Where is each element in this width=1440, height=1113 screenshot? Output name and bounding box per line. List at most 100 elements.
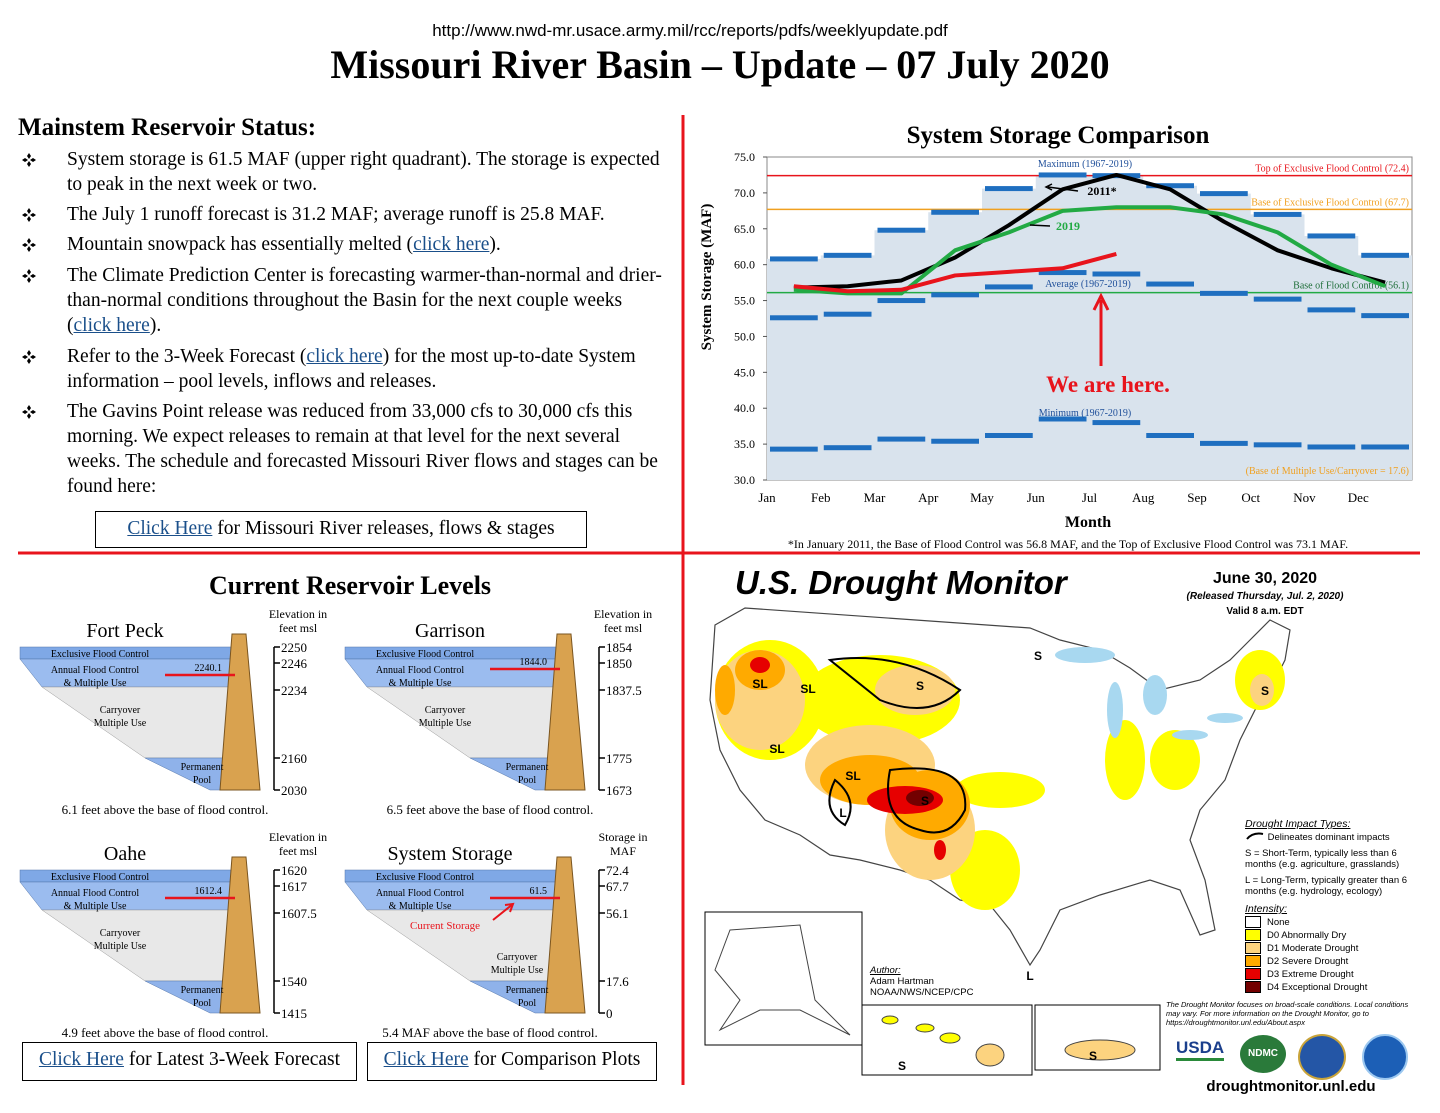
text: for Comparison Plots bbox=[473, 1049, 641, 1070]
annotation: We are here. bbox=[1046, 372, 1170, 397]
legend-heading: Drought Impact Types: bbox=[1245, 818, 1351, 830]
hawaii bbox=[881, 1015, 1005, 1067]
bullet-text: The Climate Prediction Center is forecas… bbox=[67, 263, 662, 338]
tick-label: 1607.5 bbox=[281, 906, 317, 921]
reservoir-name: Garrison bbox=[415, 620, 485, 642]
zone-label: Multiple Use bbox=[419, 718, 472, 729]
bullet-icon bbox=[22, 269, 36, 283]
current-value: 1612.4 bbox=[195, 886, 223, 897]
bullet-text: Refer to the 3-Week Forecast (click here… bbox=[67, 344, 662, 394]
legend-swatch bbox=[1245, 942, 1261, 954]
range-step bbox=[877, 227, 926, 233]
x-tick-label: Jan bbox=[758, 490, 776, 505]
zone-label: Exclusive Flood Control bbox=[51, 649, 150, 660]
legend-swatch bbox=[1245, 929, 1261, 941]
zone-label: Permanent bbox=[181, 985, 224, 996]
y-tick-label: 30.0 bbox=[734, 473, 755, 487]
legend-swatch bbox=[1245, 968, 1261, 980]
range-step bbox=[1307, 444, 1356, 450]
button[interactable]: Click Here for Comparison Plots bbox=[367, 1042, 657, 1081]
impact-label: S bbox=[898, 1059, 906, 1073]
impact-label: S bbox=[921, 794, 929, 808]
zone-label: Pool bbox=[518, 775, 537, 786]
reservoir-diagram: Exclusive Flood Control Annual Flood Cont… bbox=[19, 830, 327, 1040]
zone-label: & Multiple Use bbox=[389, 678, 452, 689]
zone-label: & Multiple Use bbox=[389, 901, 452, 912]
legend-row: None bbox=[1245, 916, 1425, 928]
released: (Released Thursday, Jul. 2, 2020) bbox=[1186, 591, 1344, 602]
disclaimer: The Drought Monitor focuses on broad-sca… bbox=[1166, 1000, 1409, 1027]
link[interactable]: Click Here bbox=[38, 1049, 124, 1070]
legend-swatch bbox=[1245, 916, 1261, 928]
legend-row: D1 Moderate Drought bbox=[1245, 942, 1425, 954]
x-tick-label: Feb bbox=[811, 490, 831, 505]
range-step bbox=[1200, 290, 1248, 296]
tick-label: 1617 bbox=[281, 879, 308, 894]
range-step bbox=[1307, 233, 1356, 239]
axis-label: Storage in bbox=[599, 830, 648, 844]
legend-text: D1 Moderate Drought bbox=[1267, 942, 1359, 954]
button[interactable]: Click Here for Latest 3-Week Forecast bbox=[22, 1042, 357, 1081]
here-arrow bbox=[1092, 292, 1110, 366]
axis-label: feet msl bbox=[279, 844, 318, 858]
button[interactable]: Click Here for Missouri River releases, … bbox=[95, 511, 587, 548]
range-step bbox=[985, 284, 1033, 290]
range-step bbox=[877, 436, 926, 442]
zone-label: Exclusive Flood Control bbox=[51, 872, 150, 883]
zone-label: Exclusive Flood Control bbox=[376, 872, 475, 883]
y-tick-label: 75.0 bbox=[734, 150, 755, 164]
author: Adam Hartman bbox=[870, 976, 934, 987]
zone-label: Annual Flood Control bbox=[51, 665, 140, 676]
zone-label: Pool bbox=[193, 998, 212, 1009]
author-block: Author: Adam Hartman NOAA/NWS/NCEP/CPC bbox=[870, 965, 973, 998]
legend-icon bbox=[1246, 832, 1264, 840]
y-tick-label: 45.0 bbox=[734, 365, 755, 379]
link[interactable]: click here bbox=[306, 346, 383, 367]
dam bbox=[219, 633, 261, 791]
author-label: Author: bbox=[870, 965, 901, 976]
storage-line bbox=[793, 251, 1117, 294]
tick-label: 72.4 bbox=[606, 863, 629, 878]
tick-label: 1775 bbox=[606, 751, 632, 766]
range-step bbox=[770, 446, 818, 452]
series-label: Average (1967-2019) bbox=[1045, 279, 1131, 290]
impact-label: SL bbox=[800, 682, 815, 696]
y-tick-label: 70.0 bbox=[734, 186, 755, 200]
reference-label: (Base of Multiple Use/Carryover = 17.6) bbox=[1246, 466, 1409, 477]
range-step bbox=[823, 252, 872, 258]
logo bbox=[1298, 1034, 1346, 1080]
legend-row: D0 Abnormally Dry bbox=[1245, 929, 1425, 941]
footnote: *In January 2011, the Base of Flood Cont… bbox=[788, 537, 1348, 551]
x-axis-label: Month bbox=[1065, 514, 1111, 531]
text: ) for the most up-to-date System informa… bbox=[67, 346, 636, 392]
link[interactable]: Click Here bbox=[383, 1049, 469, 1070]
zone-label: Permanent bbox=[506, 985, 549, 996]
legend-swatch bbox=[1245, 955, 1261, 967]
axis-label: feet msl bbox=[279, 621, 318, 635]
range-step bbox=[770, 256, 818, 262]
legend-text: None bbox=[1267, 916, 1290, 928]
x-tick-label: Jun bbox=[1027, 490, 1046, 505]
logo: USDA bbox=[1176, 1038, 1225, 1061]
y-tick-label: 35.0 bbox=[734, 437, 755, 451]
site: droughtmonitor.unl.edu bbox=[1206, 1078, 1376, 1095]
link[interactable]: Click Here bbox=[127, 518, 213, 539]
lakes bbox=[1055, 647, 1243, 740]
legend-text: D4 Exceptional Drought bbox=[1267, 981, 1368, 993]
reservoir-name: Oahe bbox=[104, 843, 146, 865]
tick-label: 1854 bbox=[606, 640, 633, 655]
impact-lines bbox=[827, 657, 967, 834]
range-step bbox=[1307, 307, 1356, 313]
zone-label: Multiple Use bbox=[94, 941, 147, 952]
reservoir-name: System Storage bbox=[388, 843, 513, 865]
link[interactable]: click here bbox=[73, 315, 150, 336]
link[interactable]: click here bbox=[413, 234, 490, 255]
text: for Missouri River releases, flows & sta… bbox=[217, 518, 555, 539]
axis-label: Elevation in bbox=[269, 830, 327, 844]
impact-label: S bbox=[1034, 649, 1042, 663]
storage-line bbox=[793, 172, 1386, 290]
range-step bbox=[1146, 281, 1194, 287]
text: ). bbox=[149, 315, 162, 336]
dam bbox=[544, 633, 586, 791]
drought-date: June 30, 2020 bbox=[1212, 570, 1318, 587]
